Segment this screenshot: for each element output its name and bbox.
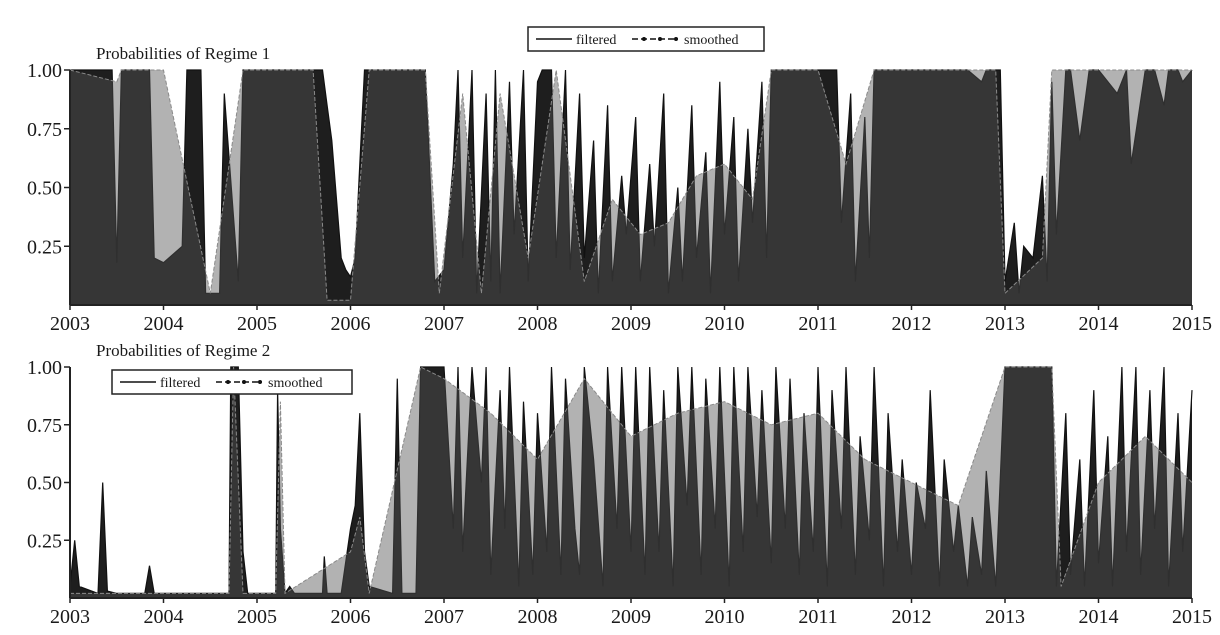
x-tick-label: 2007 [424,606,464,628]
x-tick-label: 2005 [237,313,277,335]
legend-label-smoothed: smoothed [684,33,738,48]
x-tick-label: 2003 [50,606,90,628]
x-tick-label: 2012 [892,313,932,335]
series-area-filtered [70,367,1192,598]
y-tick-label: 1.00 [27,60,62,82]
panel-title: Probabilities of Regime 1 [96,44,270,63]
x-tick-label: 2015 [1172,313,1212,335]
legend-marker-smoothed [226,380,230,384]
x-tick-label: 2006 [331,606,371,628]
series-area-smoothed [70,367,1192,598]
x-tick-label: 2004 [144,606,184,628]
legend-label-smoothed: smoothed [268,376,322,391]
x-tick-label: 2006 [331,313,371,335]
panel-regime-2: 0.25 0.50 0.75 1.00 2003 2004 2005 2006 2007 2008… [27,341,1212,628]
x-tick-label: 2012 [892,606,932,628]
x-tick-label: 2004 [144,313,184,335]
x-tick-label: 2014 [1079,606,1119,628]
x-tick-label: 2009 [611,606,651,628]
series-line-filtered [69,366,1193,596]
x-tick-label: 2010 [705,313,745,335]
panel-title: Probabilities of Regime 2 [96,341,270,360]
y-tick-label: 0.50 [27,178,62,200]
x-tick-label: 2011 [798,606,837,628]
legend-label-filtered: filtered [576,33,616,48]
x-tick-label: 2015 [1172,606,1212,628]
series-line-smoothed [69,69,1192,301]
x-tick-label: 2007 [424,313,464,335]
legend: filtered smoothed [111,369,353,395]
x-tick-label: 2009 [611,313,651,335]
x-tick-label: 2008 [518,606,558,628]
legend-label-filtered: filtered [160,376,200,391]
x-tick-label: 2010 [705,606,745,628]
legend-marker-smoothed [642,37,646,41]
legend: filtered smoothed [527,26,765,52]
y-tick-label: 0.25 [27,236,62,258]
x-tick-label: 2013 [985,313,1025,335]
x-tick-label: 2013 [985,606,1025,628]
x-tick-label: 2005 [237,606,277,628]
legend-marker-smoothed [674,37,678,41]
y-tick-label: 0.75 [27,119,62,141]
panel-regime-1: 0.25 0.50 0.75 1.00 2003 2004 2005 2006 2007 2008… [27,26,1212,335]
y-tick-label: 0.50 [27,473,62,495]
series-area-smoothed [70,70,1192,305]
legend-marker-smoothed [258,380,262,384]
x-tick-label: 2011 [798,313,837,335]
series-line-filtered [70,69,1193,294]
x-tick-label: 2014 [1079,313,1119,335]
legend-marker-smoothed [242,380,246,384]
x-tick-label: 2008 [518,313,558,335]
y-tick-label: 0.75 [27,415,62,437]
x-tick-label: 2003 [50,313,90,335]
y-tick-label: 0.25 [27,530,62,552]
series-area-filtered [70,70,1192,305]
legend-marker-smoothed [658,37,662,41]
series-line-smoothed [70,366,1193,595]
y-tick-label: 1.00 [27,357,62,379]
